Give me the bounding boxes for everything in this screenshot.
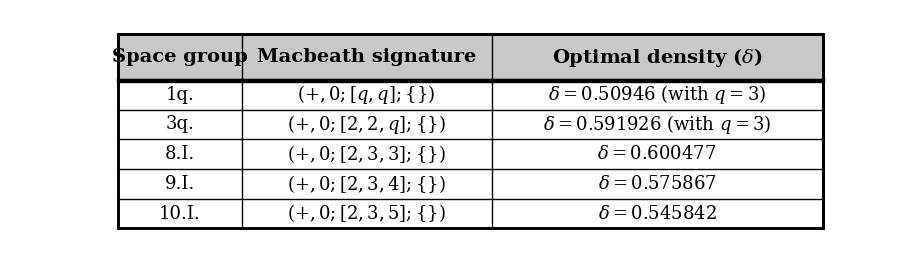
Text: $\delta = 0.575867$: $\delta = 0.575867$ <box>598 175 717 193</box>
Text: $\delta = 0.600477$: $\delta = 0.600477$ <box>598 145 717 163</box>
Text: 8.I.: 8.I. <box>165 145 195 163</box>
Text: Macbeath signature: Macbeath signature <box>257 48 476 66</box>
Bar <box>118 34 823 80</box>
Text: 9.I.: 9.I. <box>165 175 195 193</box>
Text: Space group: Space group <box>112 48 248 66</box>
Text: $(+, 0; [q, q]; \{\})$: $(+, 0; [q, q]; \{\})$ <box>297 83 436 106</box>
Text: $(+, 0; [2, 2, q]; \{\})$: $(+, 0; [2, 2, q]; \{\})$ <box>287 113 446 136</box>
Text: $\delta = 0.545842$: $\delta = 0.545842$ <box>598 205 717 223</box>
Text: $(+, 0; [2, 3, 5]; \{\})$: $(+, 0; [2, 3, 5]; \{\})$ <box>287 203 446 224</box>
Text: 1q.: 1q. <box>165 86 195 104</box>
Text: 3q.: 3q. <box>165 115 195 133</box>
Text: Optimal density ($\delta$): Optimal density ($\delta$) <box>552 46 762 69</box>
Text: $(+, 0; [2, 3, 4]; \{\})$: $(+, 0; [2, 3, 4]; \{\})$ <box>287 173 446 195</box>
Text: $(+, 0; [2, 3, 3]; \{\})$: $(+, 0; [2, 3, 3]; \{\})$ <box>287 143 446 165</box>
Text: 10.I.: 10.I. <box>159 205 201 223</box>
Text: $\delta = 0.591926$ (with $q = 3$): $\delta = 0.591926$ (with $q = 3$) <box>543 113 771 136</box>
Text: $\delta = 0.50946$ (with $q = 3$): $\delta = 0.50946$ (with $q = 3$) <box>548 83 767 106</box>
Bar <box>118 34 823 80</box>
